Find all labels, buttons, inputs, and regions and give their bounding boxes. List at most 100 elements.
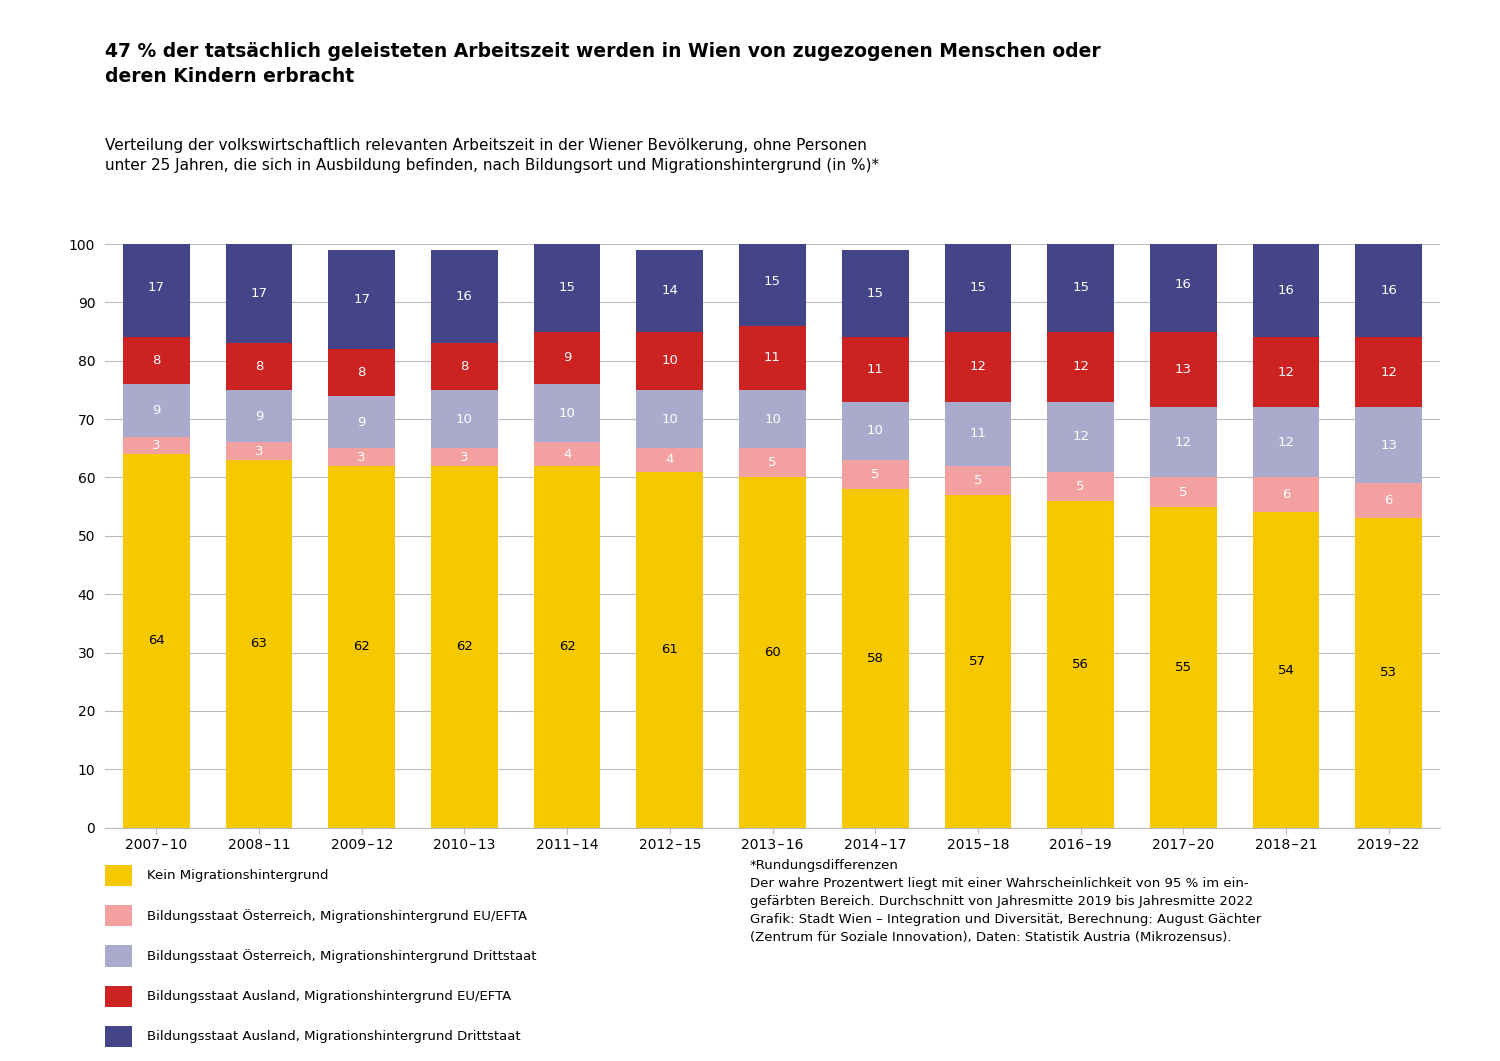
Text: 11: 11 — [764, 351, 782, 364]
Bar — [1252, 337, 1320, 407]
Text: 5: 5 — [871, 468, 879, 481]
Bar — [1047, 402, 1114, 471]
Bar — [636, 250, 704, 331]
Bar — [225, 390, 292, 442]
Text: 16: 16 — [1278, 284, 1294, 297]
Bar — [945, 466, 1011, 494]
Bar — [430, 466, 498, 828]
Text: 3: 3 — [460, 451, 468, 464]
Text: 10: 10 — [662, 413, 678, 425]
Text: 10: 10 — [456, 413, 472, 425]
Text: 56: 56 — [1072, 658, 1089, 671]
Bar — [328, 349, 394, 396]
Bar — [328, 449, 394, 466]
Text: 17: 17 — [148, 281, 165, 294]
Text: 11: 11 — [969, 428, 987, 440]
Bar — [225, 442, 292, 460]
Text: 63: 63 — [251, 638, 267, 650]
Bar — [842, 489, 909, 828]
Bar — [430, 344, 498, 390]
Text: 8: 8 — [357, 366, 366, 379]
Bar — [1252, 477, 1320, 512]
Text: 60: 60 — [764, 646, 782, 659]
Text: 5: 5 — [1179, 486, 1188, 499]
Text: 12: 12 — [1380, 366, 1396, 379]
Bar — [1356, 407, 1422, 484]
Text: 5: 5 — [1077, 480, 1084, 492]
Text: 8: 8 — [255, 360, 262, 373]
Bar — [328, 466, 394, 828]
Text: 15: 15 — [1072, 281, 1089, 294]
Bar — [1252, 244, 1320, 337]
Text: 62: 62 — [456, 640, 472, 654]
Bar — [123, 384, 189, 437]
Text: 12: 12 — [1278, 436, 1294, 449]
Bar — [430, 249, 498, 344]
Bar — [123, 238, 189, 337]
Text: 12: 12 — [1174, 436, 1192, 449]
Bar — [225, 460, 292, 828]
Bar — [430, 449, 498, 466]
Text: 15: 15 — [867, 288, 883, 300]
Text: 57: 57 — [969, 655, 987, 667]
Bar — [534, 442, 600, 466]
Text: 61: 61 — [662, 643, 678, 656]
Bar — [1150, 477, 1216, 506]
Text: Bildungsstaat Ausland, Migrationshintergrund EU/EFTA: Bildungsstaat Ausland, Migrationshinterg… — [147, 990, 512, 1003]
Bar — [1356, 484, 1422, 519]
Text: 47 % der tatsächlich geleisteten Arbeitszeit werden in Wien von zugezogenen Mens: 47 % der tatsächlich geleisteten Arbeits… — [105, 42, 1101, 86]
Bar — [945, 244, 1011, 331]
Text: Bildungsstaat Ausland, Migrationshintergrund Drittstaat: Bildungsstaat Ausland, Migrationshinterg… — [147, 1030, 520, 1043]
Text: 10: 10 — [764, 413, 782, 425]
Bar — [225, 344, 292, 390]
Bar — [740, 326, 806, 390]
Bar — [1047, 244, 1114, 331]
Text: 9: 9 — [152, 404, 160, 417]
Text: 3: 3 — [152, 439, 160, 452]
Text: 62: 62 — [354, 640, 370, 654]
Text: 15: 15 — [764, 276, 782, 289]
Text: 10: 10 — [662, 354, 678, 367]
Bar — [1356, 244, 1422, 337]
Text: 54: 54 — [1278, 663, 1294, 677]
Text: Bildungsstaat Österreich, Migrationshintergrund EU/EFTA: Bildungsstaat Österreich, Migrationshint… — [147, 908, 526, 923]
Text: Bildungsstaat Österreich, Migrationshintergrund Drittstaat: Bildungsstaat Österreich, Migrationshint… — [147, 949, 537, 963]
Bar — [123, 437, 189, 454]
Bar — [534, 384, 600, 442]
Text: 10: 10 — [558, 406, 576, 420]
Bar — [740, 238, 806, 326]
Text: 15: 15 — [558, 281, 576, 294]
Text: 4: 4 — [666, 453, 674, 467]
Text: 6: 6 — [1384, 494, 1394, 507]
Text: 12: 12 — [1278, 366, 1294, 379]
Text: 3: 3 — [357, 451, 366, 464]
Text: 12: 12 — [1072, 360, 1089, 373]
Text: 8: 8 — [152, 354, 160, 367]
Text: 8: 8 — [460, 360, 468, 373]
Bar — [842, 249, 909, 337]
Text: 62: 62 — [558, 640, 576, 654]
Text: 13: 13 — [1380, 439, 1396, 452]
Text: 58: 58 — [867, 651, 883, 665]
Text: 4: 4 — [562, 448, 572, 460]
Text: 15: 15 — [969, 281, 987, 294]
Bar — [636, 471, 704, 828]
Bar — [740, 389, 806, 448]
Text: 16: 16 — [1174, 278, 1191, 292]
Text: 53: 53 — [1380, 666, 1396, 679]
Bar — [534, 331, 600, 384]
Bar — [534, 244, 600, 331]
Bar — [945, 331, 1011, 401]
Text: 11: 11 — [867, 363, 883, 376]
Bar — [842, 401, 909, 460]
Text: 17: 17 — [251, 288, 267, 300]
Bar — [636, 449, 704, 471]
Bar — [636, 389, 704, 448]
Bar — [1047, 501, 1114, 828]
Bar — [1252, 512, 1320, 828]
Bar — [740, 477, 806, 828]
Text: 12: 12 — [1072, 430, 1089, 443]
Bar — [328, 396, 394, 448]
Bar — [945, 494, 1011, 828]
Bar — [430, 389, 498, 448]
